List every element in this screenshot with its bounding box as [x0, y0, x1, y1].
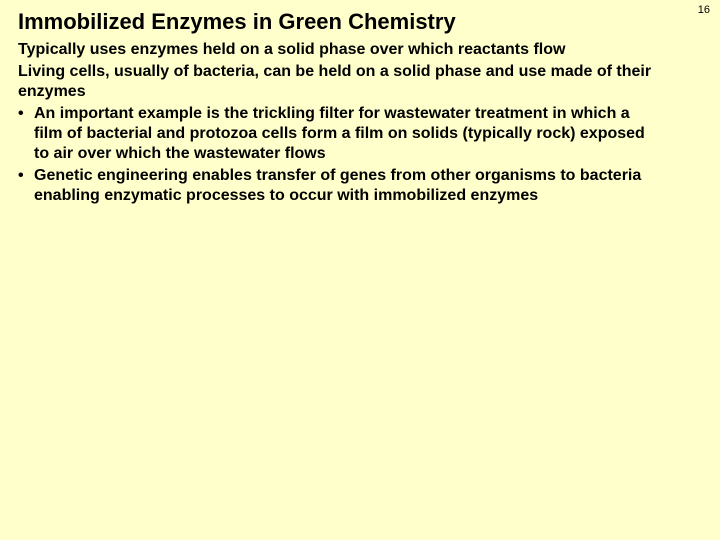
bullet-item: •Genetic engineering enables transfer of… — [18, 166, 658, 206]
paragraph: Typically uses enzymes held on a solid p… — [18, 40, 658, 60]
paragraph: Living cells, usually of bacteria, can b… — [18, 62, 658, 102]
page-number: 16 — [698, 4, 710, 16]
bullet-glyph: • — [18, 104, 34, 124]
bullet-glyph: • — [18, 166, 34, 186]
slide-title: Immobilized Enzymes in Green Chemistry — [18, 8, 702, 36]
bullet-text: An important example is the trickling fi… — [34, 105, 645, 162]
bullet-text: Genetic engineering enables transfer of … — [34, 167, 641, 204]
slide: 16 Immobilized Enzymes in Green Chemistr… — [0, 0, 720, 540]
bullet-item: •An important example is the trickling f… — [18, 104, 658, 164]
